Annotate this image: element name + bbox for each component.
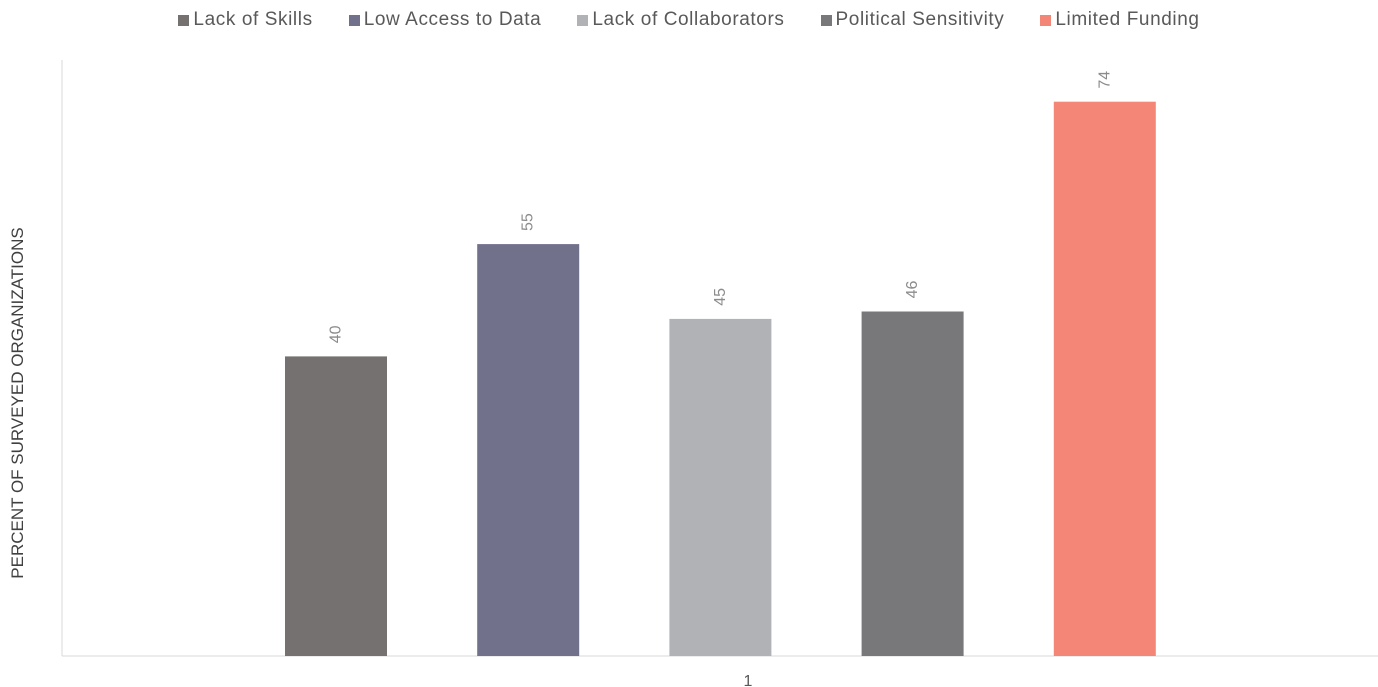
bar bbox=[285, 356, 387, 656]
data-label: 45 bbox=[712, 288, 729, 306]
x-tick-label: 1 bbox=[744, 673, 753, 687]
legend-label: Limited Funding bbox=[1055, 9, 1200, 30]
legend-label: Low Access to Data bbox=[363, 9, 542, 30]
legend-swatch bbox=[577, 14, 589, 26]
legend-label: Political Sensitivity bbox=[835, 9, 1005, 30]
data-label: 46 bbox=[904, 281, 921, 299]
legend-swatch bbox=[1040, 14, 1052, 26]
legend-item: Limited Funding bbox=[1040, 9, 1199, 31]
legend-swatch bbox=[348, 14, 360, 26]
legend-swatch bbox=[178, 14, 190, 26]
legend-item: Low Access to Data bbox=[348, 9, 542, 31]
legend: Lack of Skills Low Access to Data Lack of … bbox=[0, 7, 1378, 33]
legend-item: Lack of Collaborators bbox=[577, 9, 784, 31]
bar bbox=[861, 311, 964, 656]
bar bbox=[1053, 101, 1156, 656]
data-label: 74 bbox=[1096, 71, 1113, 89]
legend-label: Lack of Skills bbox=[193, 9, 313, 30]
data-label: 55 bbox=[520, 213, 537, 231]
data-label: 40 bbox=[328, 325, 345, 343]
legend-swatch bbox=[820, 14, 832, 26]
legend-item: Political Sensitivity bbox=[820, 9, 1005, 31]
legend-item: Lack of Skills bbox=[178, 9, 312, 31]
legend-label: Lack of Collaborators bbox=[592, 9, 785, 30]
bar bbox=[669, 318, 772, 656]
bar bbox=[477, 244, 580, 656]
